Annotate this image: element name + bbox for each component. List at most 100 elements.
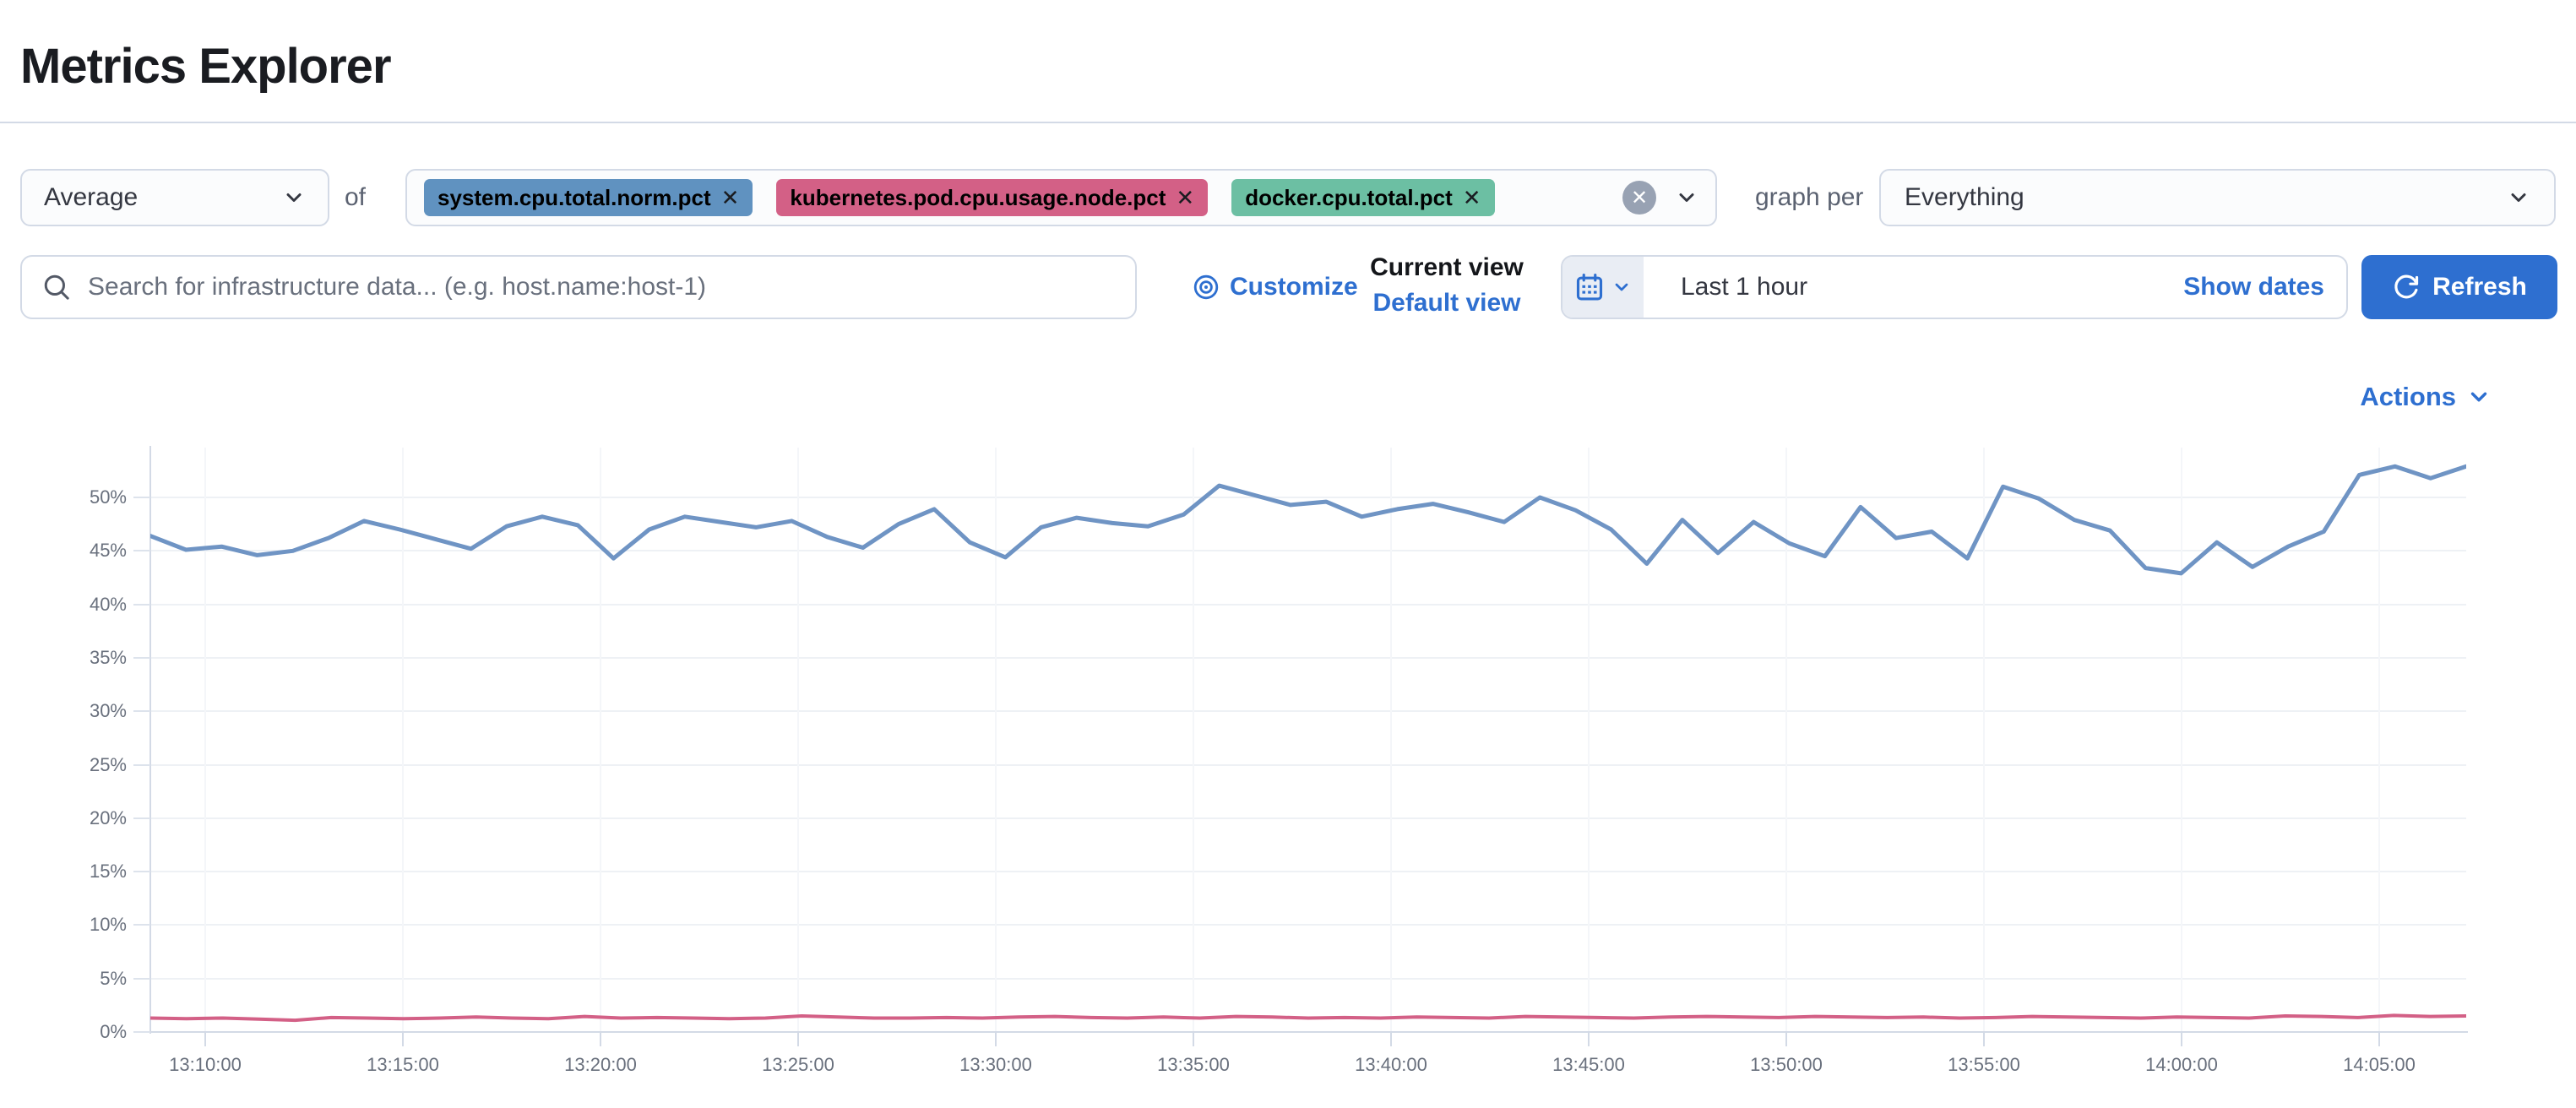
quick-select-menu-button[interactable] bbox=[1562, 257, 1644, 318]
x-axis-tick-label: 13:40:00 bbox=[1355, 1054, 1427, 1075]
vertical-gridline bbox=[1785, 448, 1787, 1032]
y-axis-tick-mark bbox=[133, 763, 150, 766]
chevron-down-icon[interactable] bbox=[1675, 186, 1698, 209]
y-axis-tick-mark bbox=[133, 497, 150, 498]
of-label: of bbox=[345, 183, 367, 211]
search-box bbox=[20, 255, 1137, 319]
time-range-value[interactable]: Last 1 hour bbox=[1681, 273, 1808, 301]
x-axis-tick-mark bbox=[1390, 1033, 1392, 1046]
chevron-down-icon bbox=[286, 193, 302, 202]
vertical-gridline bbox=[1588, 448, 1590, 1032]
metrics-combobox[interactable]: system.cpu.total.norm.pct ✕ kubernetes.pod… bbox=[405, 169, 1717, 226]
horizontal-gridline bbox=[150, 550, 2466, 552]
refresh-icon bbox=[2394, 274, 2419, 299]
y-axis-tick-mark bbox=[133, 924, 150, 926]
clear-all-metrics-button[interactable]: ✕ bbox=[1622, 181, 1656, 215]
x-axis-tick-label: 13:55:00 bbox=[1948, 1054, 2020, 1075]
chevron-down-icon bbox=[2470, 392, 2487, 402]
search-input[interactable] bbox=[86, 272, 1115, 302]
vertical-gridline bbox=[995, 448, 997, 1032]
x-axis-tick-label: 13:50:00 bbox=[1750, 1054, 1823, 1075]
page-title: Metrics Explorer bbox=[20, 38, 392, 94]
y-axis-tick-label: 0% bbox=[100, 1021, 127, 1042]
chevron-down-icon bbox=[1615, 283, 1628, 291]
metrics-line-chart[interactable] bbox=[150, 448, 2466, 1032]
y-axis-tick-mark bbox=[133, 977, 150, 980]
y-axis-tick-mark bbox=[133, 871, 150, 873]
x-axis-tick-mark bbox=[1983, 1033, 1985, 1046]
customize-icon bbox=[1193, 274, 1219, 300]
horizontal-gridline bbox=[150, 763, 2466, 766]
x-axis-tick-label: 13:10:00 bbox=[169, 1054, 242, 1075]
y-axis-tick-label: 10% bbox=[89, 914, 127, 936]
vertical-gridline bbox=[797, 448, 799, 1032]
chart-x-axis-labels: 13:10:00 13:15:00 13:20:00 13:25:00 13:30:00… bbox=[150, 1054, 2466, 1088]
vertical-gridline bbox=[1193, 448, 1194, 1032]
horizontal-gridline bbox=[150, 977, 2466, 980]
horizontal-gridline bbox=[150, 817, 2466, 819]
horizontal-gridline bbox=[150, 497, 2466, 498]
show-dates-button[interactable]: Show dates bbox=[2183, 273, 2324, 301]
aggregation-select[interactable]: Average bbox=[20, 169, 329, 226]
refresh-button[interactable]: Refresh bbox=[2361, 255, 2557, 319]
x-axis-tick-mark bbox=[402, 1033, 404, 1046]
y-axis-tick-mark bbox=[133, 603, 150, 606]
y-axis-tick-label: 25% bbox=[89, 753, 127, 775]
chart-x-axis-line bbox=[133, 1031, 2468, 1033]
vertical-gridline bbox=[2181, 448, 2182, 1032]
vertical-gridline bbox=[204, 448, 206, 1032]
metric-badge-label: kubernetes.pod.cpu.usage.node.pct bbox=[790, 184, 1166, 210]
y-axis-tick-label: 45% bbox=[89, 540, 127, 562]
refresh-label: Refresh bbox=[2432, 273, 2527, 301]
x-axis-tick-mark bbox=[1588, 1033, 1590, 1046]
customize-label: Customize bbox=[1230, 273, 1358, 301]
y-axis-tick-mark bbox=[133, 1031, 150, 1033]
customize-button[interactable]: Customize bbox=[1193, 255, 1358, 319]
vertical-gridline bbox=[2378, 448, 2380, 1032]
calendar-icon bbox=[1576, 274, 1603, 301]
x-axis-tick-mark bbox=[600, 1033, 601, 1046]
default-view-link[interactable]: Default view bbox=[1372, 289, 1521, 317]
horizontal-gridline bbox=[150, 871, 2466, 873]
metric-badge[interactable]: docker.cpu.total.pct ✕ bbox=[1231, 179, 1495, 216]
x-axis-tick-label: 13:25:00 bbox=[762, 1054, 834, 1075]
combobox-controls: ✕ bbox=[1622, 181, 1698, 215]
remove-metric-icon[interactable]: ✕ bbox=[720, 184, 740, 210]
remove-metric-icon[interactable]: ✕ bbox=[1462, 184, 1481, 210]
y-axis-tick-mark bbox=[133, 656, 150, 659]
x-axis-tick-mark bbox=[995, 1033, 997, 1046]
metric-badge-list: system.cpu.total.norm.pct ✕ kubernetes.pod… bbox=[424, 179, 1495, 216]
metric-badge[interactable]: kubernetes.pod.cpu.usage.node.pct ✕ bbox=[776, 179, 1209, 216]
horizontal-gridline bbox=[150, 603, 2466, 606]
y-axis-tick-mark bbox=[133, 550, 150, 552]
x-axis-tick-label: 13:20:00 bbox=[564, 1054, 637, 1075]
current-view-label: Current view bbox=[1370, 253, 1524, 281]
chart-y-axis-labels: 50% 45% 40% 35% 30% 25% 20% 15% 10% 5% 0% bbox=[0, 448, 127, 1042]
vertical-gridline bbox=[600, 448, 601, 1032]
vertical-gridline bbox=[1983, 448, 1985, 1032]
y-axis-tick-label: 30% bbox=[89, 700, 127, 722]
x-axis-tick-label: 13:35:00 bbox=[1157, 1054, 1230, 1075]
aggregation-value: Average bbox=[44, 183, 139, 211]
group-by-value: Everything bbox=[1905, 183, 2024, 211]
time-range-picker: Last 1 hour Show dates bbox=[1561, 255, 2348, 319]
horizontal-gridline bbox=[150, 924, 2466, 926]
group-by-select[interactable]: Everything bbox=[1879, 169, 2556, 226]
series-line-kubernetes-pod-cpu bbox=[150, 1013, 2466, 1023]
x-axis-tick-mark bbox=[797, 1033, 799, 1046]
metric-badge[interactable]: system.cpu.total.norm.pct ✕ bbox=[424, 179, 753, 216]
x-axis-tick-label: 13:15:00 bbox=[367, 1054, 439, 1075]
metric-badge-label: system.cpu.total.norm.pct bbox=[437, 184, 711, 210]
y-axis-tick-label: 20% bbox=[89, 807, 127, 828]
x-axis-tick-mark bbox=[1785, 1033, 1787, 1046]
y-axis-tick-label: 15% bbox=[89, 861, 127, 883]
actions-label: Actions bbox=[2360, 382, 2456, 411]
remove-metric-icon[interactable]: ✕ bbox=[1176, 184, 1195, 210]
horizontal-gridline bbox=[150, 656, 2466, 659]
y-axis-tick-mark bbox=[133, 710, 150, 713]
view-switcher: Current view Default view bbox=[1356, 252, 1537, 319]
graph-per-label: graph per bbox=[1755, 183, 1864, 211]
actions-menu-button[interactable]: Actions bbox=[2360, 382, 2492, 412]
vertical-gridline bbox=[1390, 448, 1392, 1032]
x-axis-tick-mark bbox=[2181, 1033, 2182, 1046]
